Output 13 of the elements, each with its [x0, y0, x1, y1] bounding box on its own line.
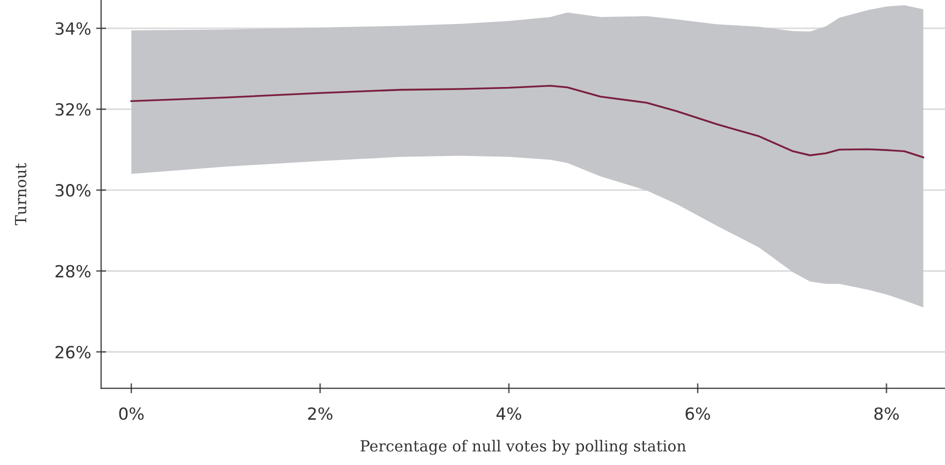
x-tick-label: 0% [119, 407, 144, 420]
x-tick-label: 4% [496, 407, 522, 420]
y-tick-label: 28% [56, 264, 90, 278]
y-tick-label: 34% [56, 22, 90, 35]
y-tick-label: 30% [56, 184, 90, 197]
x-tick-label: 6% [686, 407, 710, 420]
x-tick-label: 2% [308, 407, 332, 420]
x-tick-label: 8% [874, 407, 899, 420]
y-tick-label: 32% [56, 103, 90, 116]
y-axis-title: Turnout [15, 163, 26, 226]
x-axis-title: Percentage of null votes by polling station [360, 440, 686, 455]
y-tick-label: 26% [56, 346, 90, 358]
line-series [130, 84, 924, 158]
